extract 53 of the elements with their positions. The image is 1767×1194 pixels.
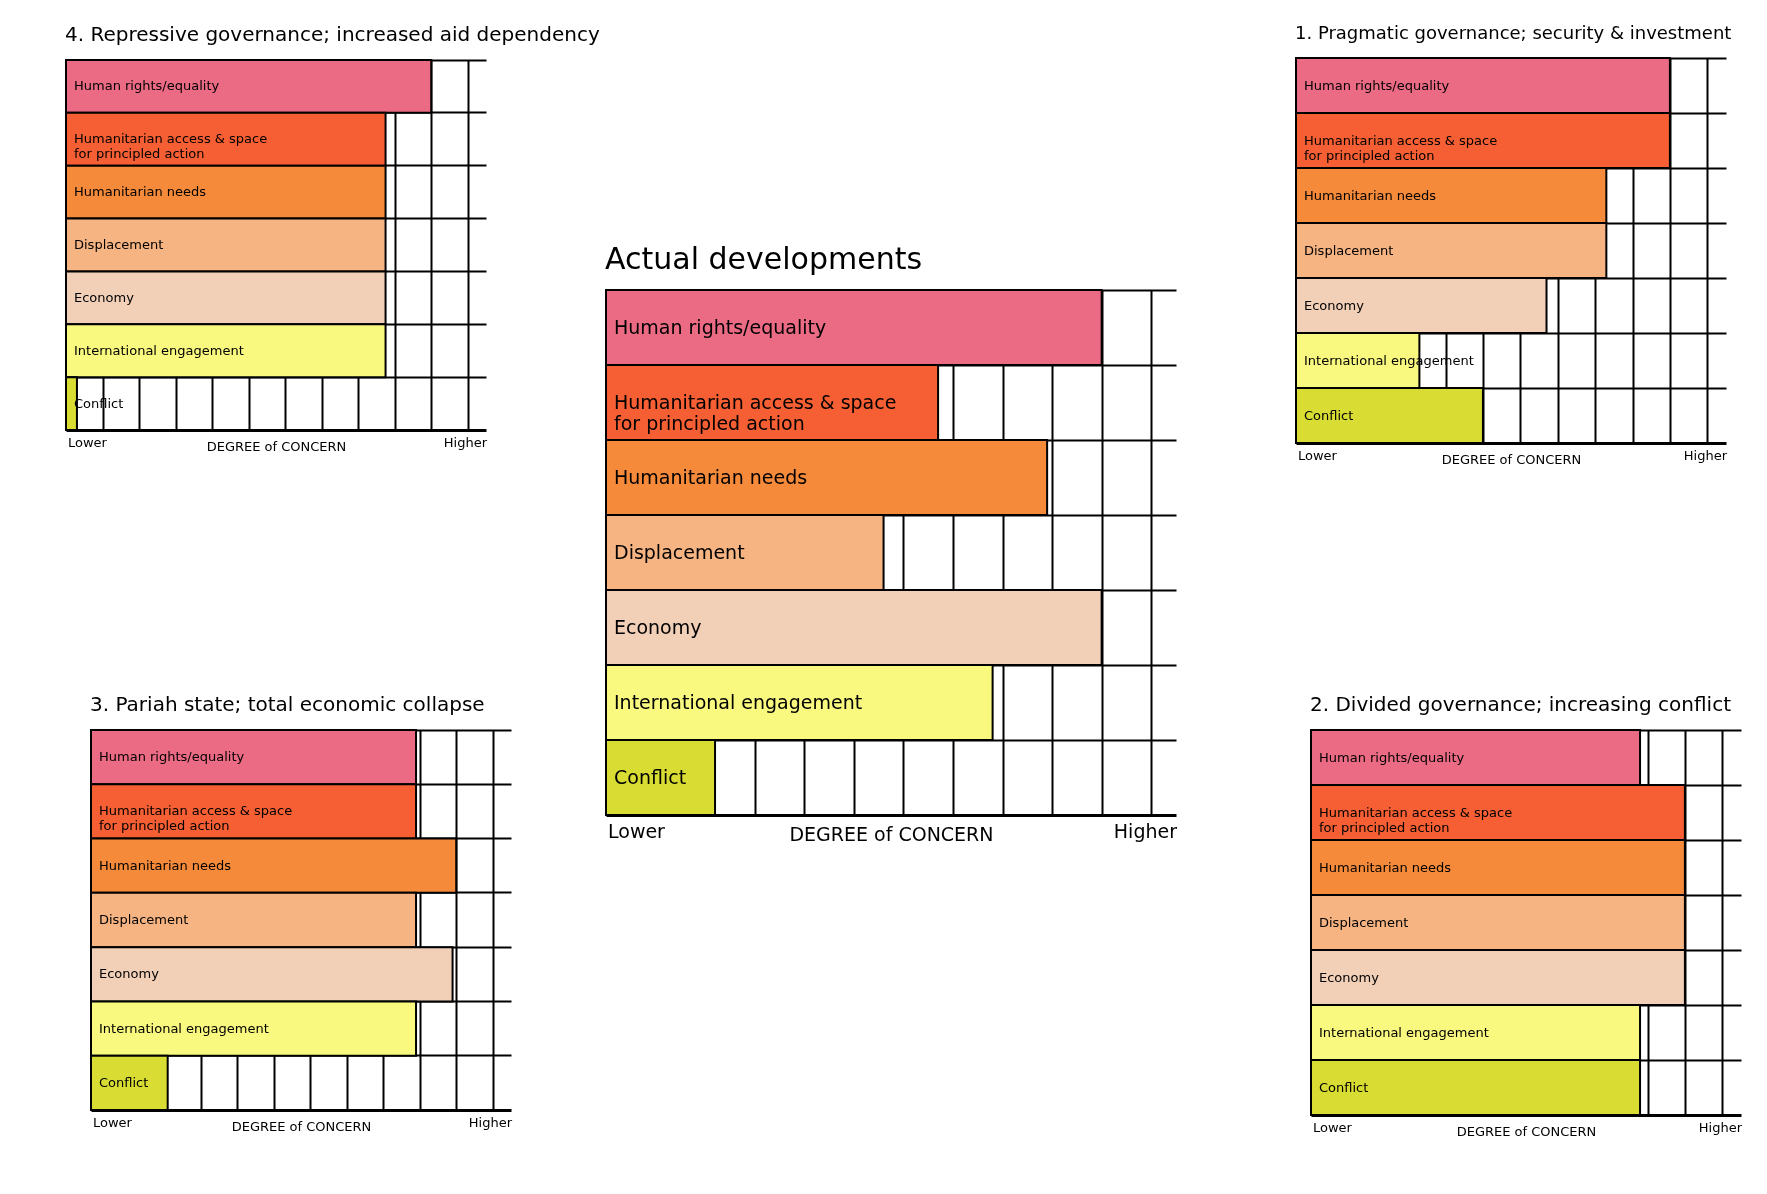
y-tick-label: International engagement (99, 1020, 269, 1036)
text: Higher (467, 1115, 513, 1130)
y-tick-label: Human rights/equality (1319, 749, 1465, 765)
y-tick-label: Human rights/equality (99, 749, 245, 765)
y-tick-label: Human rights/equality (74, 78, 220, 94)
y-tick-label: Economy (1319, 969, 1380, 985)
y-tick-label: Humanitarian access & space for principled action (1319, 804, 1513, 835)
y-tick-label: Economy (614, 615, 702, 638)
y-tick-label: International engagement (1319, 1024, 1489, 1040)
y-tick-label: Economy (74, 289, 135, 305)
y-tick-label: Economy (99, 966, 160, 982)
x-axis-title: DEGREE of CONCERN (206, 438, 347, 454)
y-tick-label: Conflict (614, 765, 687, 788)
y-tick-label: Displacement (74, 237, 164, 252)
y-tick-label: Conflict (1304, 407, 1354, 423)
text: Lower (607, 820, 666, 842)
y-tick-label: Displacement (1304, 242, 1394, 258)
y-tick-label: Economy (1304, 297, 1365, 313)
text: Lower (92, 1115, 133, 1130)
x-axis-title: DEGREE of CONCERN (1456, 1123, 1597, 1139)
y-tick-label: Humanitarian needs (1304, 187, 1437, 203)
chart-title: 2. Divided governance; increasing conflict (1310, 692, 1732, 716)
y-tick-label: Human rights/equality (614, 315, 827, 338)
text: Lower (67, 435, 108, 450)
y-tick-label: International engagement (74, 342, 244, 358)
text: Higher (442, 435, 488, 450)
y-tick-label: Humanitarian needs (614, 465, 808, 488)
chart-title: 1. Pragmatic governance; security & investment (1295, 22, 1732, 43)
chart-title: 3. Pariah state; total economic collapse (90, 692, 485, 716)
text: Lower (1297, 448, 1338, 463)
y-tick-label: Humanitarian needs (74, 184, 207, 200)
text: Higher (1112, 820, 1178, 842)
y-tick-label: Humanitarian needs (99, 857, 232, 873)
y-tick-label: Humanitarian needs (1319, 859, 1452, 875)
chart-title: Actual developments (605, 241, 923, 276)
y-tick-label: Conflict (1319, 1079, 1369, 1095)
y-tick-label: Humanitarian access & space for principled action (99, 803, 293, 834)
y-tick-label: Humanitarian access & space for principled action (74, 131, 268, 162)
y-tick-label: Humanitarian access & space for principled action (1304, 132, 1498, 163)
y-tick-label: Humanitarian access & space for principled action (614, 390, 897, 434)
y-tick-label: Displacement (614, 540, 745, 563)
x-axis-title: DEGREE of CONCERN (231, 1118, 372, 1134)
text: Lower (1312, 1120, 1353, 1135)
y-tick-label: International engagement (614, 690, 863, 713)
text: Higher (1697, 1120, 1743, 1135)
text: Higher (1682, 448, 1728, 463)
y-tick-label: Conflict (99, 1074, 149, 1090)
x-axis-title: DEGREE of CONCERN (789, 822, 994, 845)
x-axis-title: DEGREE of CONCERN (1441, 451, 1582, 467)
y-tick-label: Displacement (1319, 914, 1409, 930)
y-tick-label: Human rights/equality (1304, 77, 1450, 93)
y-tick-label: Displacement (99, 912, 189, 927)
chart-title: 4. Repressive governance; increased aid dependency (65, 22, 600, 46)
